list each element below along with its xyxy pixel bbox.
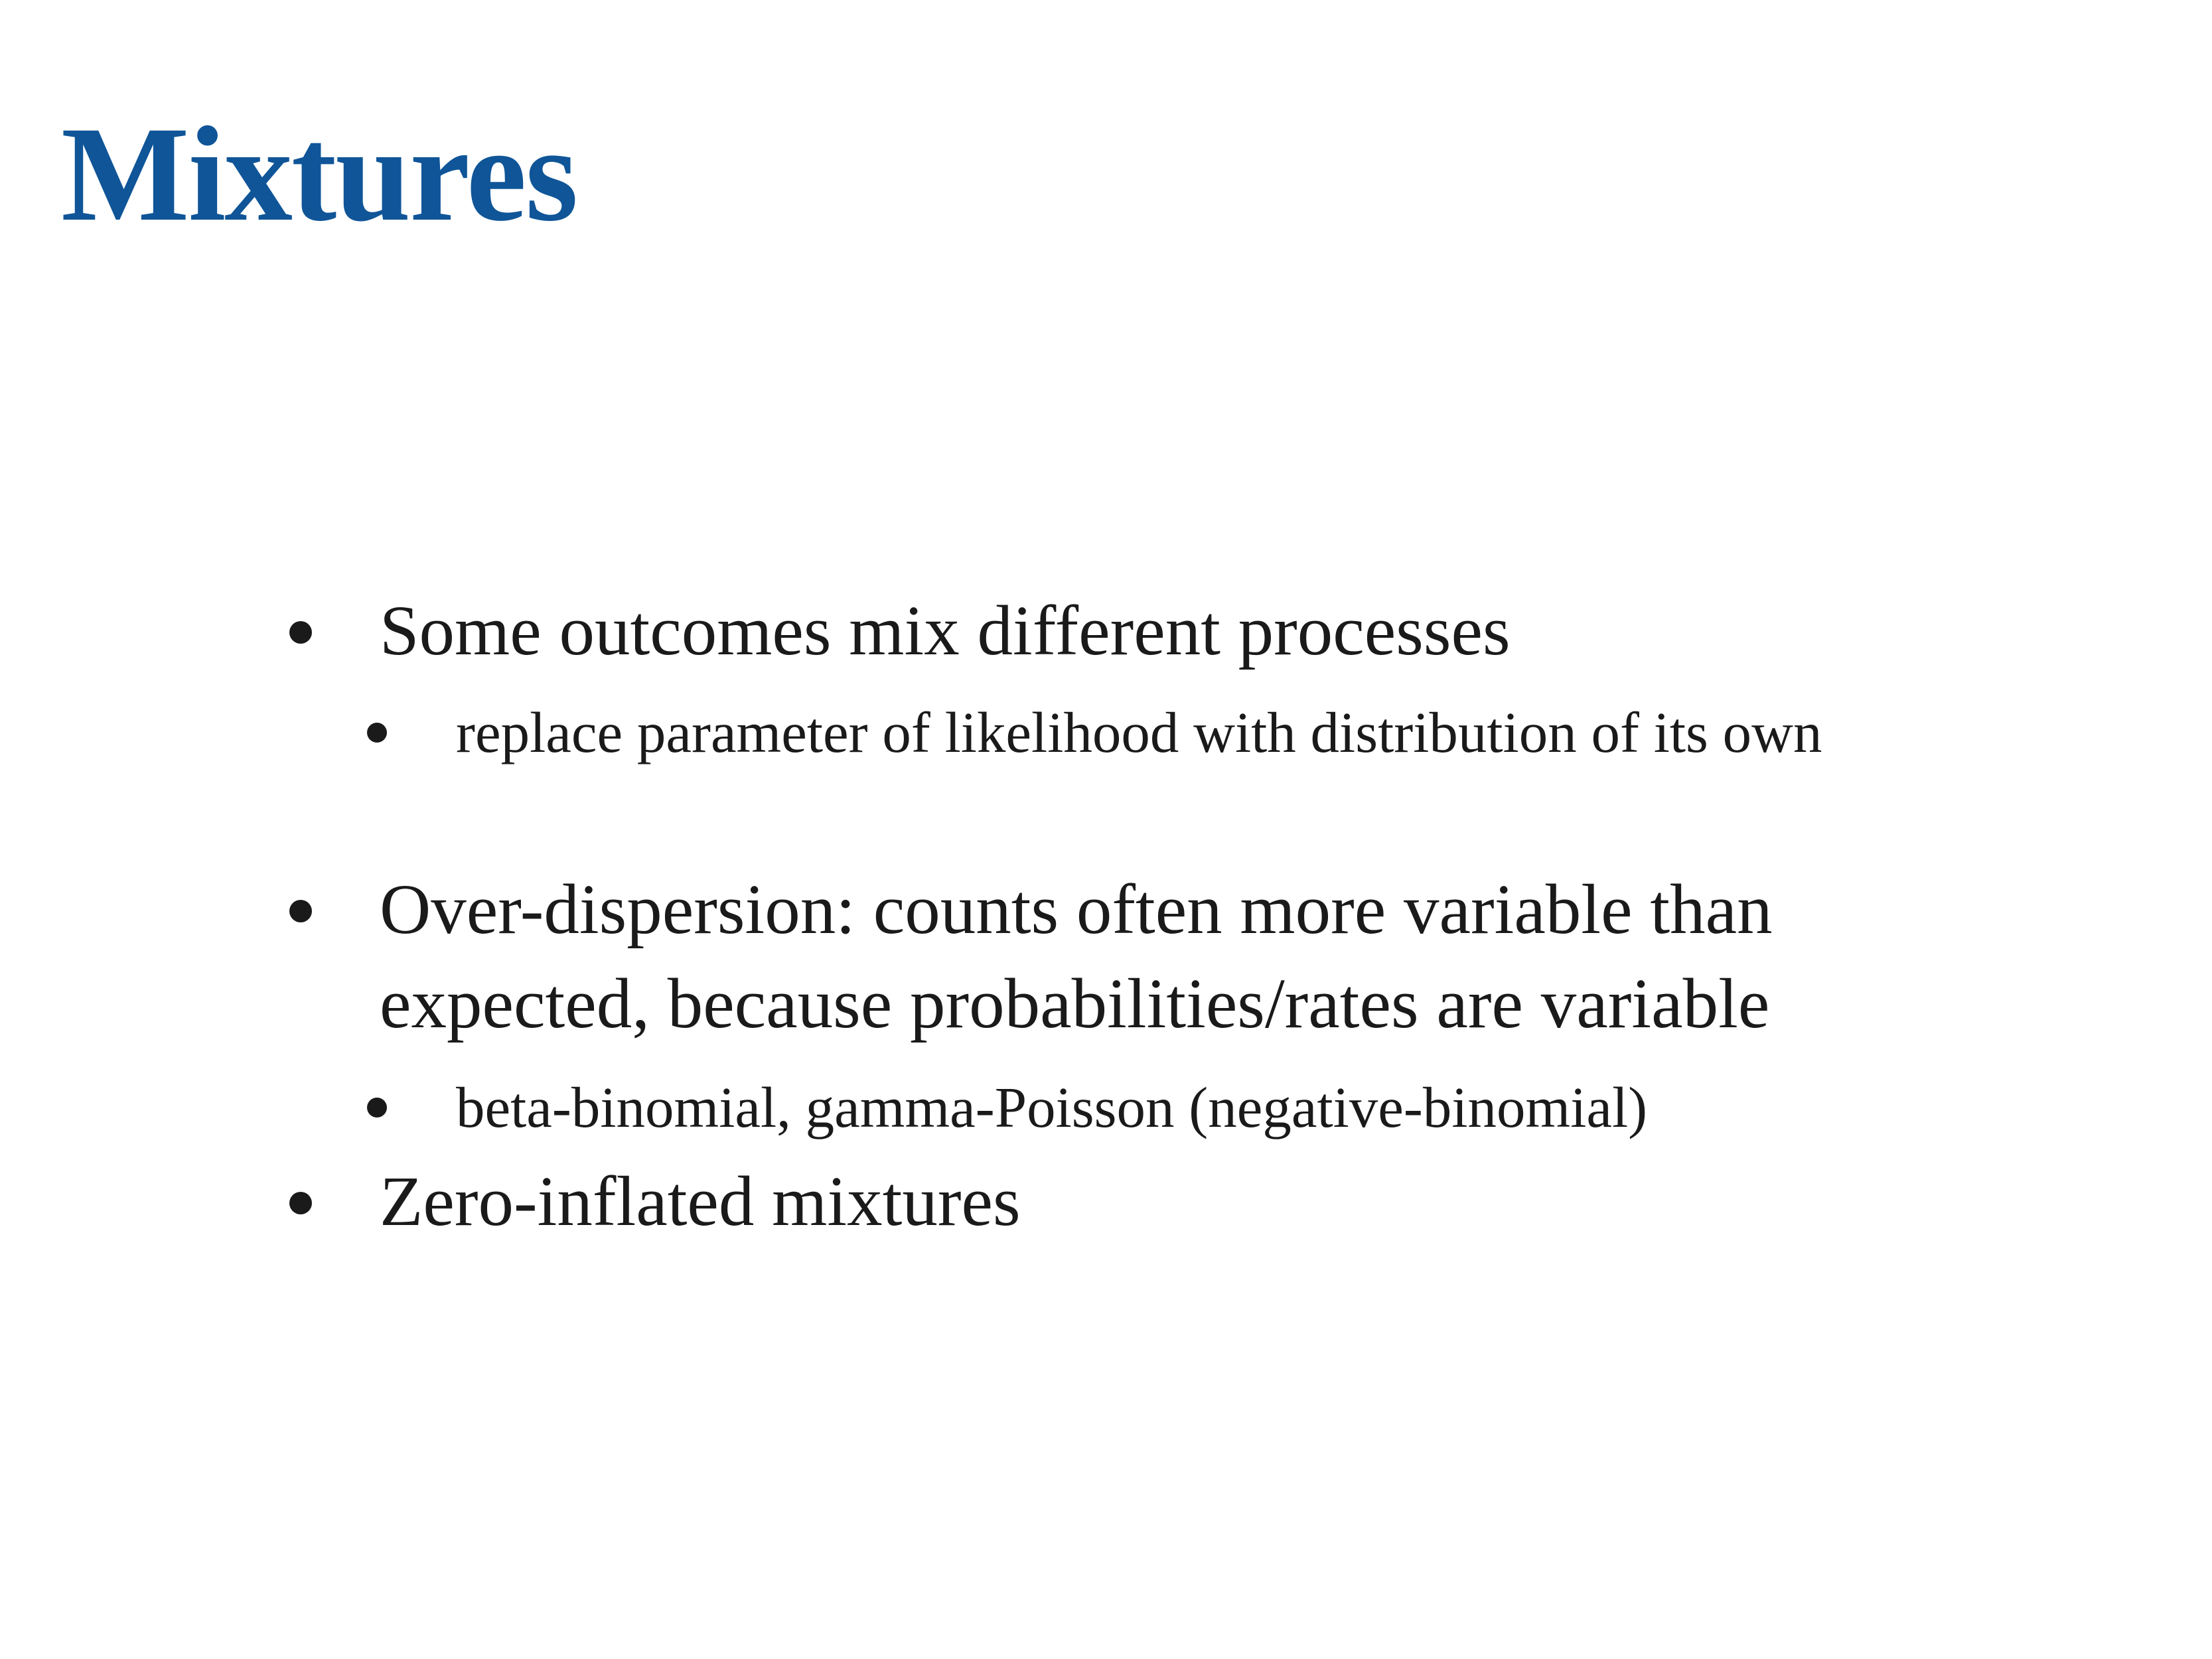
bullet-dot-icon [289,1192,312,1214]
bullet-item-3: Zero-inflated mixtures [289,1155,1972,1249]
sub-bullet-text: replace parameter of likelihood with dis… [456,700,1822,764]
sub-bullet-item-2-1: beta-binomial, gamma-Poisson (negative-b… [367,1067,1956,1148]
bullet-text: Zero-inflated mixtures [380,1163,1021,1241]
bullet-text: Some outcomes mix different processes [380,592,1511,670]
bullet-dot-icon [289,900,312,922]
bullet-dot-icon [289,621,312,644]
bullet-item-1: Some outcomes mix different processes [289,584,1972,678]
slide-title: Mixtures [61,99,578,250]
bullet-item-2: Over-dispersion: counts often more varia… [289,863,1986,1051]
bullet-text: Over-dispersion: counts often more varia… [380,871,1773,1043]
sub-bullet-dot-icon [367,723,387,743]
sub-bullet-dot-icon [367,1098,387,1118]
sub-bullet-text: beta-binomial, gamma-Poisson (negative-b… [456,1075,1648,1139]
sub-bullet-item-1-1: replace parameter of likelihood with dis… [367,692,1936,773]
